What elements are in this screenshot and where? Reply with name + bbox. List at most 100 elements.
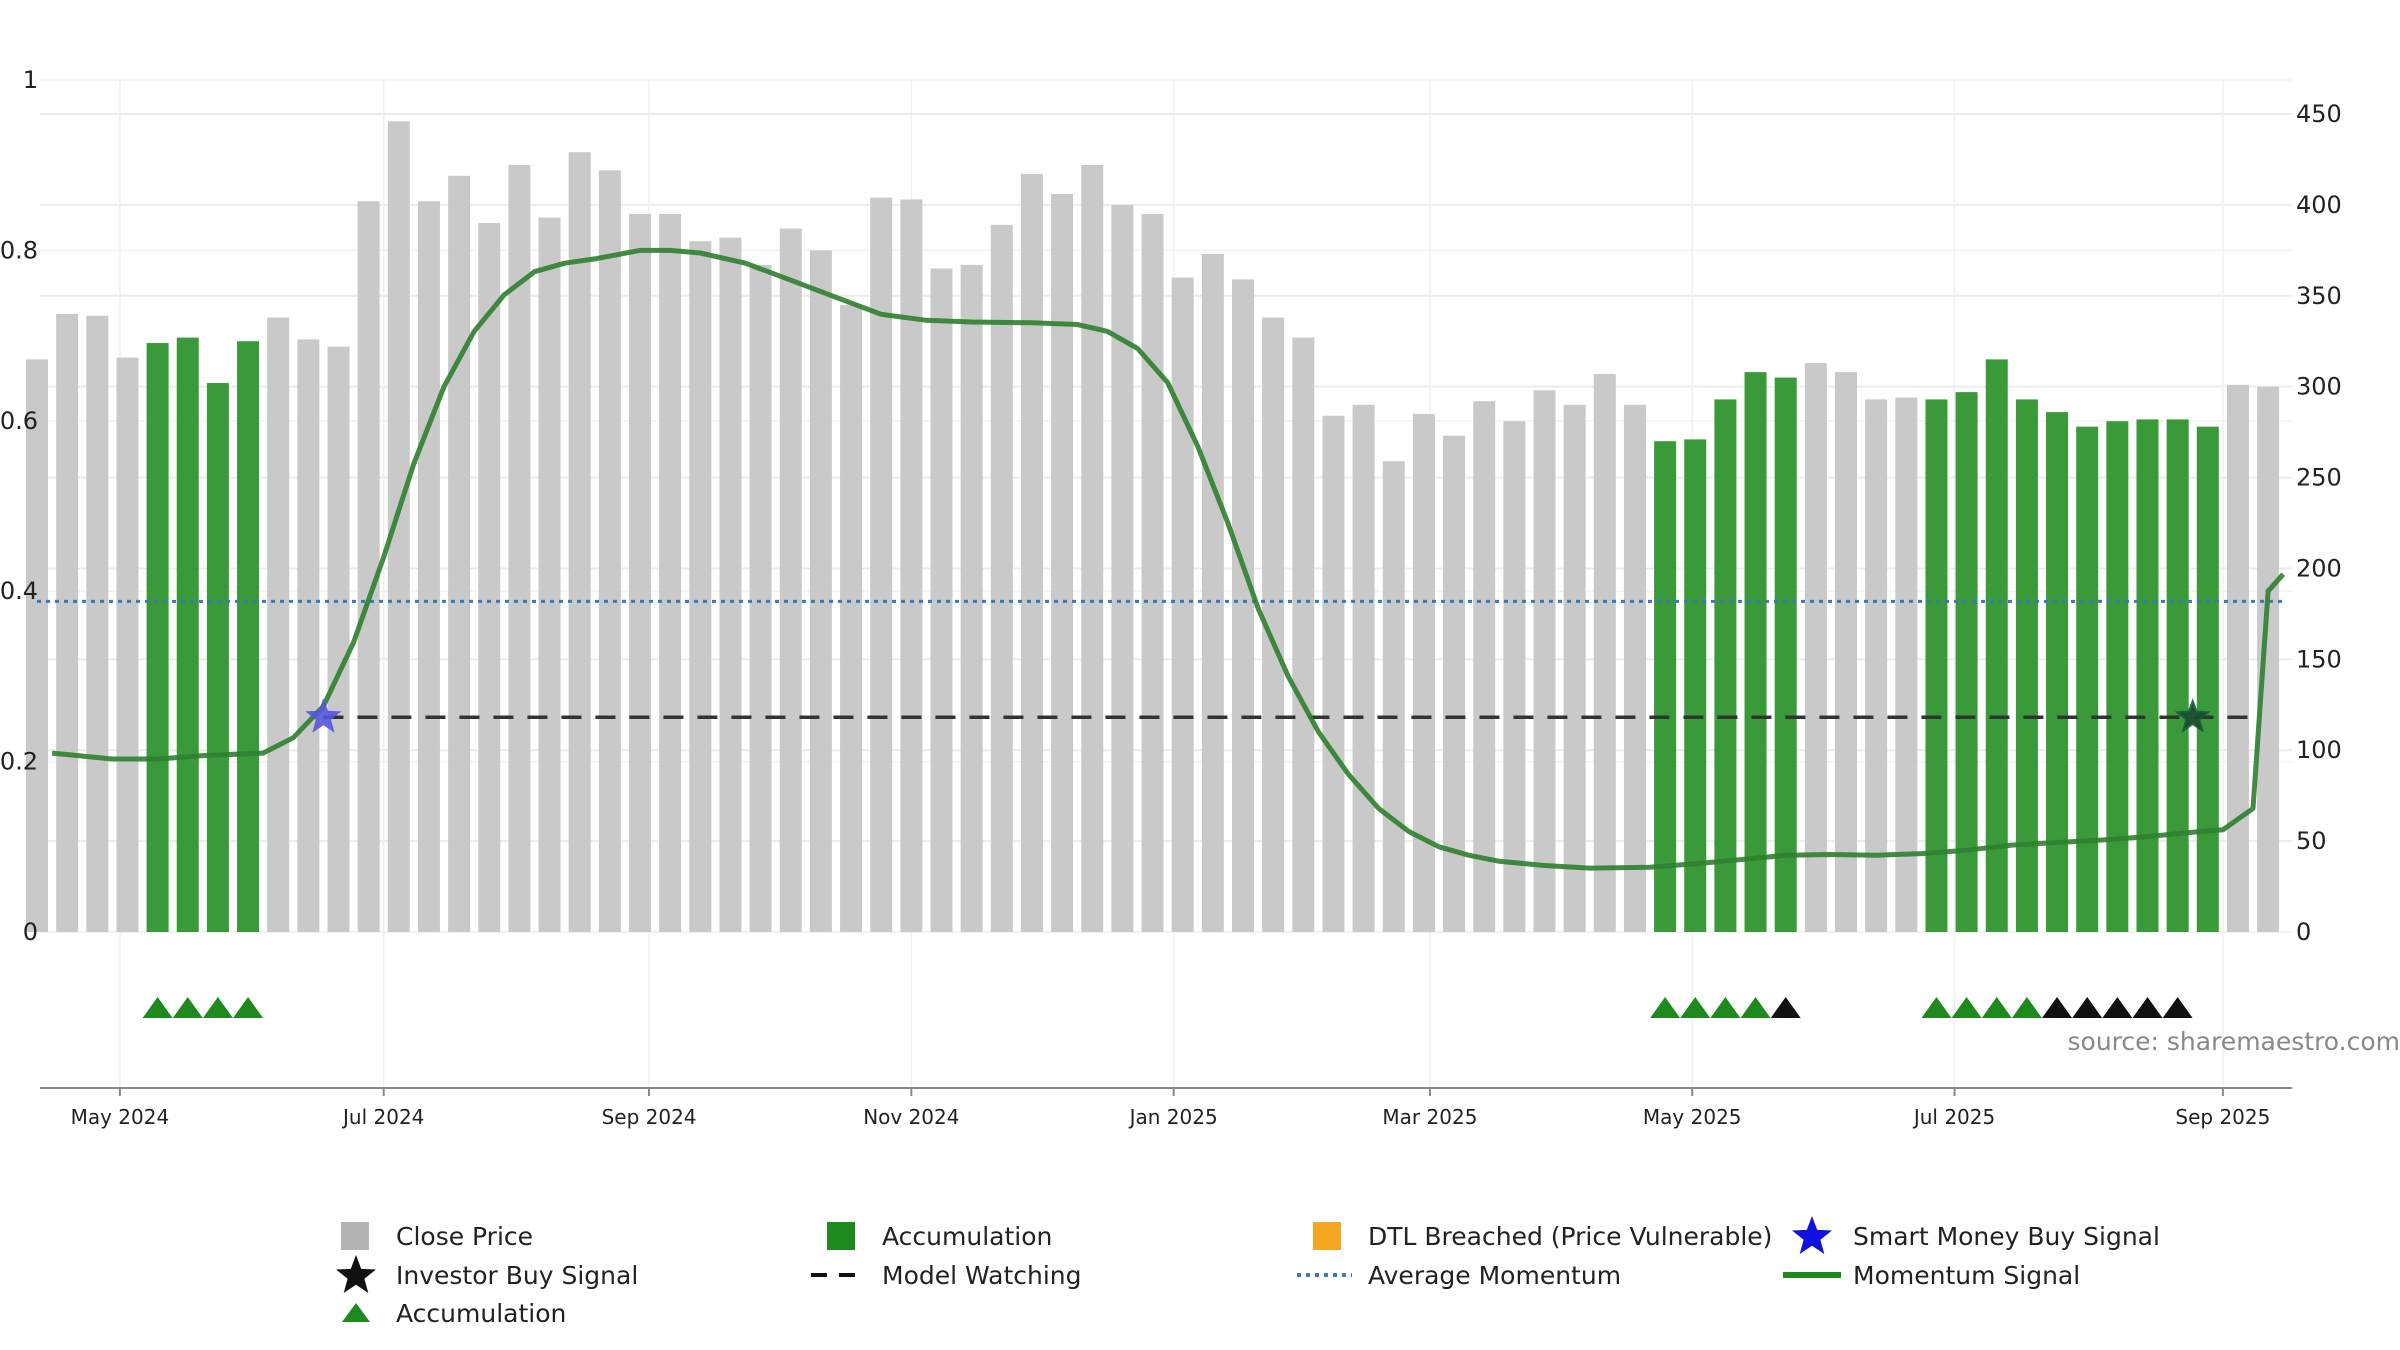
close-price-bar	[568, 152, 591, 932]
accumulation-bar	[2106, 421, 2129, 932]
close-price-bar	[1865, 399, 1888, 932]
close-price-bar	[1020, 173, 1043, 932]
signals	[305, 698, 2211, 733]
legend-accumulation-swatch	[827, 1222, 855, 1250]
right-axis-tick-label: 200	[2296, 554, 2342, 582]
accumulation-bar	[146, 343, 169, 932]
legend-accumulation: Accumulation	[882, 1222, 1052, 1251]
legend-smart-money: Smart Money Buy Signal	[1853, 1222, 2160, 1251]
close-price-bar	[56, 313, 79, 932]
close-price-bar	[719, 237, 742, 932]
close-price-bar	[1533, 390, 1556, 932]
close-price-bar	[1895, 397, 1918, 932]
legend-close-price: Close Price	[396, 1222, 533, 1251]
close-price-bar	[1292, 337, 1315, 932]
accumulation-bar	[2046, 412, 2069, 932]
close-price-bar	[1201, 253, 1224, 933]
close-price-bar	[327, 346, 350, 933]
accumulation-triangle-green	[1650, 997, 1681, 1018]
close-price-bar	[960, 264, 983, 932]
close-price-bar	[26, 359, 48, 932]
legend-investor-buy: Investor Buy Signal	[396, 1261, 638, 1290]
close-price-bar	[1473, 401, 1496, 933]
accumulation-bar	[1684, 439, 1707, 932]
accumulation-markers	[142, 997, 2193, 1018]
accumulation-bar	[2076, 426, 2099, 932]
legend-investor-star-icon	[336, 1255, 376, 1293]
legend-close-price-swatch	[341, 1222, 369, 1250]
accumulation-bar	[1925, 399, 1948, 932]
accumulation-bar	[1955, 392, 1978, 932]
close-price-bar	[1623, 404, 1646, 932]
accumulation-bar	[1774, 377, 1797, 933]
accumulation-triangle-black	[2162, 997, 2193, 1018]
accumulation-triangle-green	[1680, 997, 1711, 1018]
close-price-bar	[930, 268, 953, 932]
close-price-bar	[1563, 404, 1586, 932]
accumulation-triangle-black	[2042, 997, 2073, 1018]
close-price-bar	[1443, 435, 1466, 932]
legend-momentum-signal: Momentum Signal	[1853, 1261, 2080, 1290]
legend: Close Price Accumulation DTL Breached (P…	[336, 1216, 2160, 1328]
close-price-bar	[1835, 372, 1857, 932]
close-price-bar	[1111, 204, 1134, 932]
accumulation-bar	[2166, 419, 2189, 932]
lines	[37, 247, 2286, 871]
accumulation-triangle-black	[1770, 997, 1801, 1018]
close-price-bar	[1081, 164, 1104, 933]
close-price-bar	[1503, 421, 1526, 932]
investor-buy-star-icon	[2179, 703, 2206, 729]
accumulation-triangle-green	[1981, 997, 2012, 1018]
accumulation-bar	[1744, 372, 1767, 932]
close-price-bar	[1322, 415, 1345, 932]
right-axis-tick-label: 450	[2296, 100, 2342, 128]
close-price-bar	[809, 250, 832, 933]
right-axis-tick-label: 250	[2296, 464, 2342, 492]
left-axis-tick-label: 0.2	[0, 748, 38, 776]
close-price-bar	[1051, 193, 1074, 932]
close-price-bar	[870, 197, 893, 932]
accumulation-bar	[1654, 441, 1677, 932]
accumulation-triangle-green	[1710, 997, 1741, 1018]
left-axis-tick-label: 0	[23, 918, 38, 946]
close-price-bar	[508, 164, 531, 933]
accumulation-triangle-black	[2102, 997, 2133, 1018]
close-price-bar	[116, 357, 139, 932]
accumulation-bar	[1714, 399, 1737, 932]
accumulation-triangle-green	[202, 997, 233, 1018]
close-price-bar	[1262, 317, 1285, 932]
close-price-bar	[689, 241, 712, 932]
close-price-bar	[86, 315, 109, 933]
close-price-bar	[387, 121, 410, 932]
accumulation-triangle-green	[1951, 997, 1982, 1018]
close-price-bar	[779, 228, 802, 932]
accumulation-bar	[2015, 399, 2038, 932]
close-price-bar	[267, 317, 290, 932]
close-price-bar	[629, 213, 651, 932]
accumulation-triangle-green	[1921, 997, 1952, 1018]
close-price-bar	[2257, 386, 2280, 933]
accumulation-triangle-green	[142, 997, 173, 1018]
close-price-bar	[749, 264, 772, 932]
close-price-bar	[1232, 279, 1254, 932]
close-price-bar	[1171, 277, 1194, 933]
x-axis-tick-label: Nov 2024	[863, 1105, 959, 1129]
close-price-bar	[900, 199, 923, 933]
accumulation-bar	[176, 337, 199, 932]
close-price-bar	[1382, 461, 1405, 932]
x-axis-tick-label: Sep 2025	[2175, 1105, 2270, 1129]
close-price-bar	[417, 201, 440, 933]
close-price-bar	[1141, 213, 1164, 932]
legend-average-momentum: Average Momentum	[1368, 1261, 1621, 1290]
right-axis-tick-label: 0	[2296, 918, 2311, 946]
right-axis-tick-label: 50	[2296, 827, 2327, 855]
legend-dtl-breached: DTL Breached (Price Vulnerable)	[1368, 1222, 1772, 1251]
legend-dtl-swatch	[1313, 1222, 1341, 1250]
accumulation-triangle-green	[172, 997, 203, 1018]
smart-money-buy-star-icon	[305, 698, 342, 733]
legend-smart-money-star-icon	[1792, 1216, 1832, 1254]
accumulation-triangle-black	[2072, 997, 2103, 1018]
close-price-bar	[2226, 384, 2249, 932]
close-price-bar	[1412, 413, 1435, 932]
